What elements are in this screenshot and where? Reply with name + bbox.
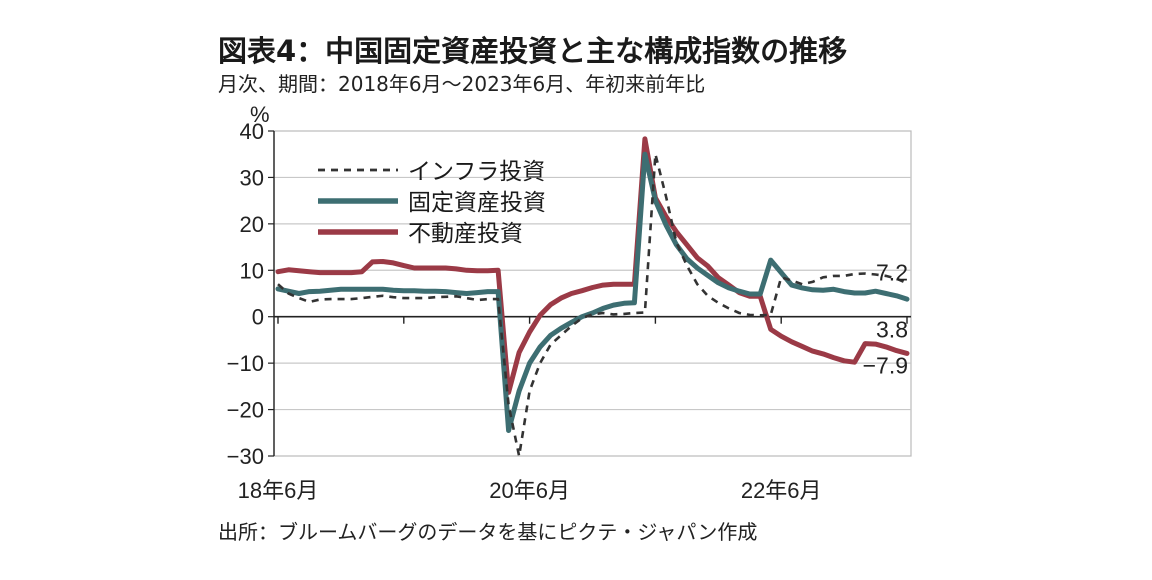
y-unit-label: %: [250, 102, 270, 127]
x-tick-label: 18年6月: [238, 478, 319, 503]
y-tick-label: 20: [240, 212, 264, 237]
chart-subtitle: 月次、期間：2018年6月～2023年6月、年初来前年比: [218, 72, 706, 96]
axis-labels: 40 30 20 10 0 −10 −20 −30% 18年6月 20年6月 22年6月 7.2 3.8…: [227, 102, 908, 503]
y-tick-label: −30: [227, 444, 264, 469]
series-line-2: [275, 136, 910, 395]
x-tick-label: 20年6月: [489, 478, 570, 503]
series-line-1: [275, 151, 910, 433]
legend-label-2: 不動産投資: [408, 221, 523, 247]
grid-lines: [268, 130, 911, 457]
y-tick-label: 40: [240, 119, 264, 144]
y-tick-label: 10: [240, 258, 264, 283]
series-line-0: [277, 152, 908, 458]
end-value-label: −7.9: [863, 352, 908, 378]
x-tick-label: 22年6月: [741, 478, 822, 503]
plot-border: [273, 130, 912, 457]
plot-frame: [273, 130, 912, 457]
end-value-label: 7.2: [876, 260, 908, 286]
series-lines: [275, 136, 910, 458]
chart-title: 図表4：中国固定資産投資と主な構成指数の推移: [218, 34, 848, 68]
axes: [273, 131, 911, 456]
legend-label-0: インフラ投資: [408, 159, 545, 185]
y-tick-label: −10: [227, 351, 264, 376]
end-value-label: 3.8: [876, 317, 908, 343]
y-tick-label: −20: [227, 398, 264, 423]
y-tick-label: 0: [252, 305, 264, 330]
chart-source: 出所：ブルームバーグのデータを基にピクテ・ジャパン作成: [218, 520, 758, 544]
legend-label-1: 固定資産投資: [408, 190, 546, 216]
y-tick-label: 30: [240, 165, 264, 190]
